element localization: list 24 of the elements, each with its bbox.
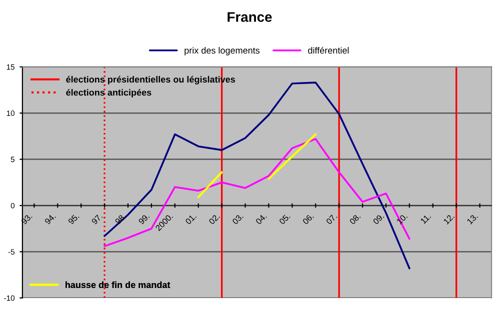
- x-tick-label: 95.: [68, 213, 80, 225]
- x-tick-label: 94.: [44, 213, 56, 225]
- x-tick-label: 03.: [232, 213, 244, 225]
- x-tick-label: 11.: [420, 213, 432, 224]
- x-tick-label: 05.: [278, 213, 290, 225]
- x-tick-label: 02.: [208, 213, 220, 225]
- x-tick-label: 04.: [255, 213, 267, 225]
- chart-title: France: [228, 12, 272, 22]
- x-tick-label: 06.: [302, 213, 314, 225]
- legend-label: hausse de fin de mandat: [66, 281, 170, 288]
- x-tick-label: 12.: [443, 213, 455, 224]
- legend-label: prix des logements: [184, 47, 260, 56]
- legend-label: différentiel: [308, 46, 349, 54]
- x-tick-label: 13.: [466, 213, 478, 225]
- x-tick-label: 99.: [138, 213, 150, 225]
- x-tick-label: 97.: [91, 213, 103, 225]
- x-tick-label: 09.: [372, 213, 384, 225]
- x-tick-label: 07.: [326, 213, 338, 225]
- x-tick-label: 01.: [184, 213, 197, 225]
- x-tick-label: 98.: [114, 213, 126, 225]
- x-tick-label: 08.: [349, 213, 361, 225]
- x-tick-label: 10.: [396, 213, 408, 225]
- line-series: [104, 138, 410, 248]
- ref-line-label: élections anticipées: [66, 88, 152, 98]
